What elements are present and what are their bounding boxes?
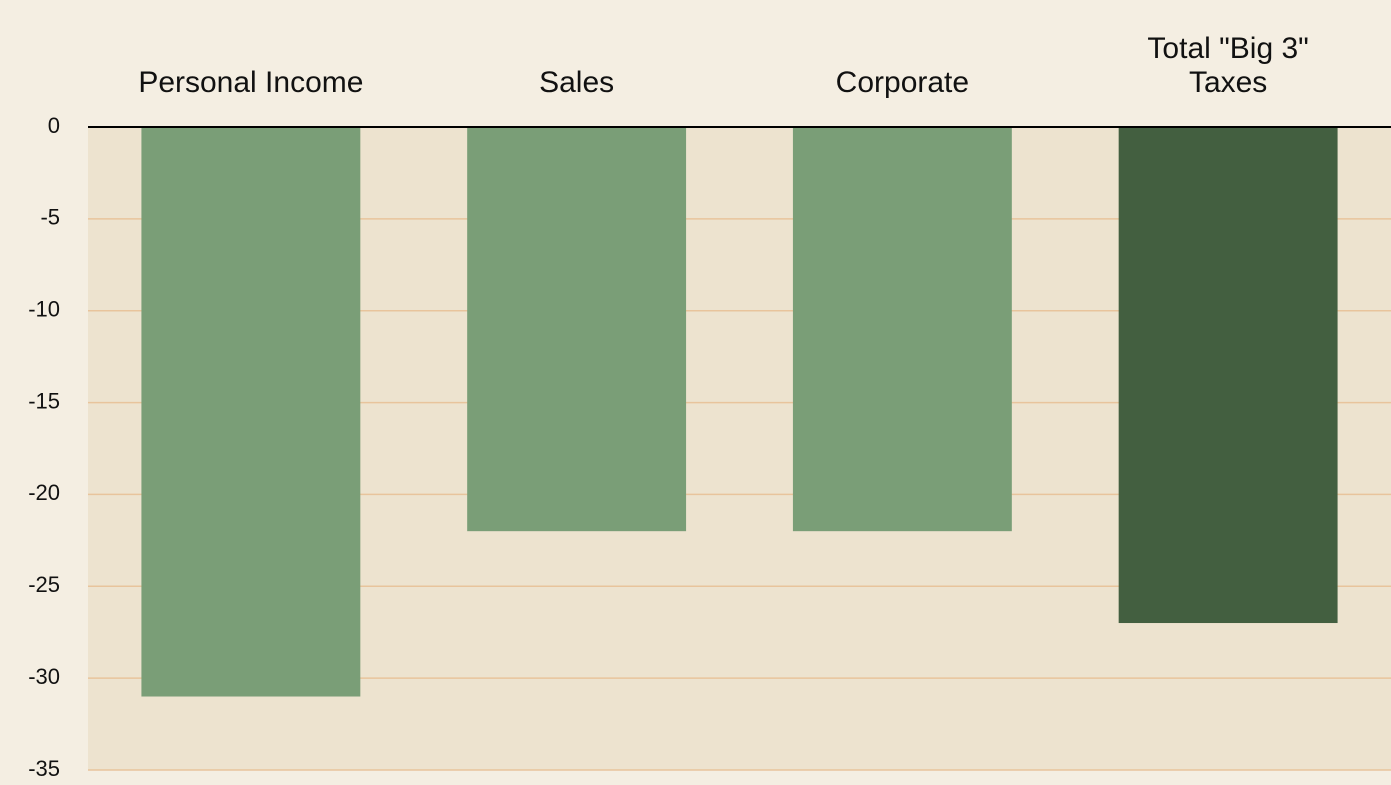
y-tick-label: -25: [28, 572, 60, 597]
y-tick-label: -20: [28, 480, 60, 505]
y-tick-label: -30: [28, 664, 60, 689]
bar: [141, 127, 361, 697]
y-tick-label: 0: [48, 113, 60, 138]
y-tick-label: -5: [40, 205, 60, 230]
x-tick-label: Personal Income: [138, 66, 364, 99]
y-tick-label: -35: [28, 756, 60, 781]
bar: [467, 127, 687, 532]
x-tick-label: Total "Big 3" Taxes: [1147, 32, 1309, 99]
x-tick-label: Corporate: [835, 66, 970, 99]
y-tick-label: -15: [28, 388, 60, 413]
y-tick-label: -10: [28, 297, 60, 322]
bar: [1118, 127, 1338, 624]
bar: [792, 127, 1012, 532]
x-tick-label: Sales: [539, 66, 615, 99]
